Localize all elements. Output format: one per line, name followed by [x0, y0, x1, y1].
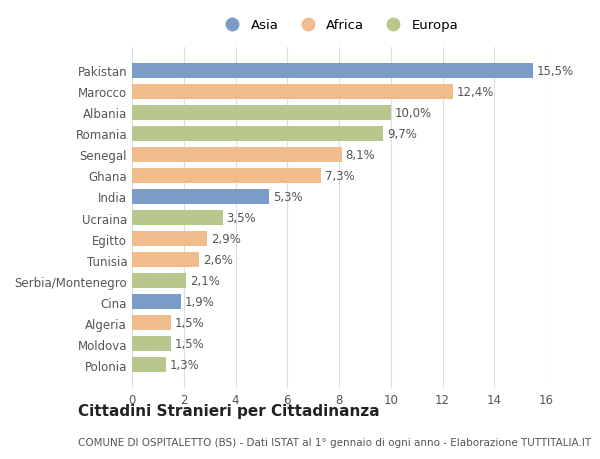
Bar [132, 147, 341, 162]
Text: 15,5%: 15,5% [537, 65, 574, 78]
Bar [132, 127, 383, 142]
Bar [132, 106, 391, 121]
Bar [132, 84, 453, 100]
Bar [132, 211, 223, 225]
Bar [132, 252, 199, 268]
Text: 2,9%: 2,9% [211, 233, 241, 246]
Bar [132, 357, 166, 372]
Bar [132, 274, 187, 289]
Text: Cittadini Stranieri per Cittadinanza: Cittadini Stranieri per Cittadinanza [78, 403, 380, 418]
Text: 2,1%: 2,1% [190, 274, 220, 287]
Legend: Asia, Africa, Europa: Asia, Africa, Europa [214, 14, 464, 38]
Bar [132, 336, 171, 352]
Text: 10,0%: 10,0% [395, 106, 432, 120]
Bar [132, 64, 533, 79]
Text: 3,5%: 3,5% [226, 212, 256, 224]
Text: 1,3%: 1,3% [170, 358, 199, 371]
Text: 8,1%: 8,1% [346, 149, 375, 162]
Text: 5,3%: 5,3% [273, 190, 302, 203]
Bar [132, 294, 181, 309]
Text: 9,7%: 9,7% [387, 128, 417, 140]
Text: COMUNE DI OSPITALETTO (BS) - Dati ISTAT al 1° gennaio di ogni anno - Elaborazion: COMUNE DI OSPITALETTO (BS) - Dati ISTAT … [78, 437, 591, 448]
Text: 1,5%: 1,5% [175, 316, 205, 330]
Text: 12,4%: 12,4% [457, 86, 494, 99]
Bar [132, 190, 269, 205]
Text: 7,3%: 7,3% [325, 169, 355, 183]
Bar [132, 315, 171, 330]
Text: 2,6%: 2,6% [203, 253, 233, 267]
Text: 1,5%: 1,5% [175, 337, 205, 350]
Bar [132, 231, 207, 246]
Text: 1,9%: 1,9% [185, 296, 215, 308]
Bar [132, 168, 321, 184]
